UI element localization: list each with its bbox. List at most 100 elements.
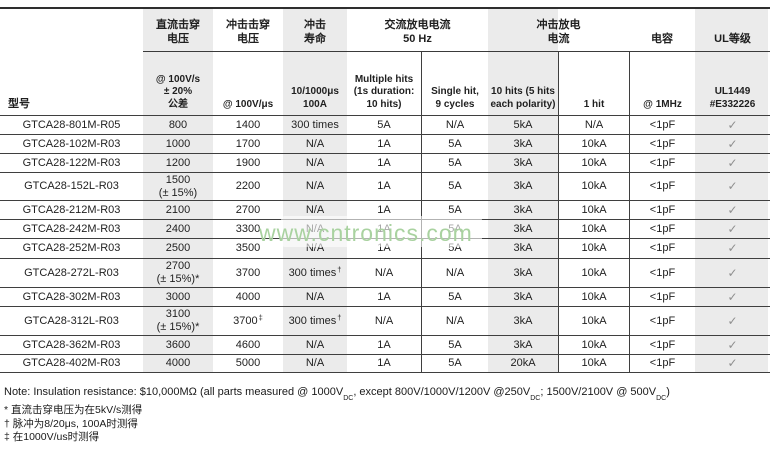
column-shade-10-hits — [488, 7, 558, 373]
table-cell: <1pF — [629, 238, 695, 258]
group-header-ac-discharge-current: 交流放电电流 50 Hz — [347, 7, 488, 52]
table-cell: <1pF — [629, 354, 695, 373]
table-cell: 3700 — [213, 258, 283, 287]
table-cell: ✓ — [695, 153, 770, 172]
table-cell: 1200 — [143, 153, 213, 172]
table-cell: 5A — [347, 115, 421, 134]
table-cell: <1pF — [629, 153, 695, 172]
table-cell: 300 times † — [283, 306, 347, 335]
table-cell: 1A — [347, 287, 421, 306]
table-cell: 5kA — [488, 115, 558, 134]
table-top-border — [0, 7, 770, 9]
model-cell: GTCA28-122M-R03 — [0, 153, 143, 172]
subheader-ul-number: UL1449 #E332226 — [709, 86, 756, 110]
table-cell: ✓ — [695, 219, 770, 238]
model-cell: GTCA28-152L-R03 — [0, 172, 143, 200]
table-cell: N/A — [283, 134, 347, 153]
table-cell: 2100 — [143, 200, 213, 219]
table-cell: ✓ — [695, 238, 770, 258]
subheader-capacitance-condition: @ 1MHz — [629, 52, 695, 115]
table-cell: ✓ — [695, 200, 770, 219]
table-cell: 1A — [347, 354, 421, 373]
model-cell: GTCA28-252M-R03 — [0, 238, 143, 258]
table-cell: N/A — [283, 172, 347, 200]
model-cell: GTCA28-801M-R05 — [0, 115, 143, 134]
table-cell: <1pF — [629, 200, 695, 219]
table-cell: <1pF — [629, 115, 695, 134]
subheader-multiple-hits: Multiple hits (1s duration: 10 hits) — [353, 73, 415, 110]
table-cell: <1pF — [629, 287, 695, 306]
table-cell: 10kA — [558, 287, 629, 306]
subheader-impulse-breakdown-condition: @ 100V/μs — [222, 98, 274, 110]
table-cell: 3kA — [488, 153, 558, 172]
model-cell: GTCA28-242M-R03 — [0, 219, 143, 238]
table-cell: 3700 ‡ — [213, 306, 283, 335]
table-cell: N/A — [347, 258, 421, 287]
table-cell: 10kA — [558, 354, 629, 373]
model-cell: GTCA28-362M-R03 — [0, 335, 143, 354]
table-cell: 5A — [421, 335, 488, 354]
group-header-capacitance: 电容 — [629, 7, 695, 52]
group-header-impulse-discharge-current: 冲击放电 电流 — [488, 7, 629, 52]
table-cell: N/A — [421, 306, 488, 335]
table-cell: ✓ — [695, 115, 770, 134]
subheader-impulse-life-condition: 10/1000μs 100A — [291, 86, 339, 110]
table-cell: 3kA — [488, 335, 558, 354]
table-cell: 2700 — [213, 200, 283, 219]
table-cell: ✓ — [695, 258, 770, 287]
table-cell: 5A — [421, 287, 488, 306]
table-cell: 10kA — [558, 335, 629, 354]
column-shade-ul-rating — [695, 7, 768, 373]
table-cell: 3kA — [488, 172, 558, 200]
footnote-list: * 直流击穿电压为在5kV/s测得 † 脉冲为8/20μs, 100A时测得 ‡ 在… — [4, 404, 142, 445]
group-header-impulse-breakdown-voltage: 冲击击穿 电压 — [213, 7, 283, 52]
table-cell: 800 — [143, 115, 213, 134]
table-cell: 3000 — [143, 287, 213, 306]
table-cell: 1A — [347, 172, 421, 200]
watermark-text: www.cntronics.com — [259, 220, 473, 246]
footnote: ‡ 在1000V/us时测得 — [4, 431, 100, 443]
table-cell: 5A — [421, 134, 488, 153]
column-shade-dc-breakdown — [143, 7, 213, 373]
table-cell: 3kA — [488, 219, 558, 238]
table-cell: 5000 — [213, 354, 283, 373]
table-cell: 1A — [347, 153, 421, 172]
table-cell: 3kA — [488, 134, 558, 153]
table-cell: <1pF — [629, 219, 695, 238]
table-cell: 1500 (± 15%) — [143, 172, 213, 200]
table-cell: <1pF — [629, 306, 695, 335]
table-cell: ✓ — [695, 335, 770, 354]
table-cell: N/A — [283, 153, 347, 172]
table-cell: N/A — [283, 335, 347, 354]
table-cell: 1400 — [213, 115, 283, 134]
table-cell: 300 times † — [283, 258, 347, 287]
table-cell: ✓ — [695, 306, 770, 335]
table-cell: 4000 — [213, 287, 283, 306]
table-cell: <1pF — [629, 258, 695, 287]
table-cell: 5A — [421, 354, 488, 373]
table-cell: 300 times — [283, 115, 347, 134]
model-cell: GTCA28-302M-R03 — [0, 287, 143, 306]
table-cell: 2500 — [143, 238, 213, 258]
table-cell: ✓ — [695, 354, 770, 373]
table-cell: 1700 — [213, 134, 283, 153]
table-cell: 10kA — [558, 172, 629, 200]
table-cell: N/A — [421, 115, 488, 134]
group-header-ul-rating: UL等级 — [695, 7, 770, 52]
model-cell: GTCA28-212M-R03 — [0, 200, 143, 219]
table-cell: N/A — [347, 306, 421, 335]
table-cell: <1pF — [629, 335, 695, 354]
footnote: * 直流击穿电压为在5kV/s测得 — [4, 404, 143, 416]
table-cell: 1A — [347, 200, 421, 219]
watermark-backdrop — [281, 216, 482, 247]
table-cell: 1900 — [213, 153, 283, 172]
table-cell: 2700 (± 15%)* — [143, 258, 213, 287]
subheader-10-hits: 10 hits (5 hits each polarity) — [490, 86, 556, 110]
table-cell: N/A — [283, 354, 347, 373]
table-cell: 10kA — [558, 153, 629, 172]
table-cell: 10kA — [558, 134, 629, 153]
table-cell: 10kA — [558, 200, 629, 219]
table-cell: 1A — [347, 134, 421, 153]
table-cell: 2400 — [143, 219, 213, 238]
table-cell: 10kA — [558, 306, 629, 335]
